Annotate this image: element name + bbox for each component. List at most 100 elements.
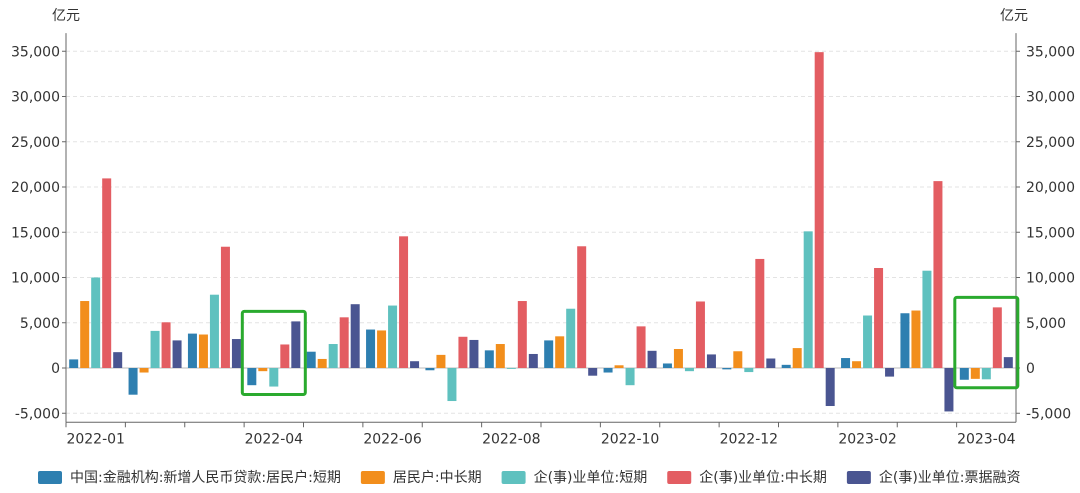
bar	[662, 363, 672, 368]
bar	[922, 270, 932, 368]
legend-item[interactable]: 企(事)业单位:短期	[501, 469, 648, 486]
bar	[317, 358, 327, 368]
y-tick-label-left: 20,000	[11, 180, 60, 196]
y-tick-label-left: 10,000	[11, 271, 60, 287]
highlight-box	[240, 309, 307, 397]
bar	[1003, 357, 1013, 368]
legend-item[interactable]: 企(事)业单位:票据融资	[846, 469, 1021, 486]
bar	[506, 368, 516, 369]
left-axis-unit: 亿元	[52, 8, 80, 24]
bar	[981, 368, 991, 380]
bar	[874, 267, 884, 368]
legend[interactable]: 中国:金融机构:新增人民币贷款:居民户:短期 居民户:中长期 企(事)业单位:短期 企…	[38, 469, 1021, 486]
y-tick-label-left: 30,000	[11, 90, 60, 106]
bar	[458, 336, 468, 368]
bar	[555, 336, 565, 368]
bar	[944, 368, 954, 412]
bar	[841, 358, 851, 368]
bars	[69, 52, 1013, 412]
x-tick-label: 2022-08	[482, 431, 541, 447]
legend-swatch	[501, 471, 526, 484]
x-tick-label: 2023-02	[838, 431, 897, 447]
legend-label: 企(事)业单位:中长期	[699, 469, 827, 486]
bar	[614, 365, 624, 368]
bar	[625, 368, 635, 386]
y-tick-label-right: 15,000	[1026, 225, 1075, 241]
bar	[280, 344, 290, 368]
bar	[291, 321, 301, 368]
bar	[150, 330, 160, 368]
x-tick-label: 2022-10	[601, 431, 660, 447]
x-tick-label: 2022-04	[245, 431, 304, 447]
bar	[911, 310, 921, 368]
bar	[128, 368, 138, 395]
bar	[695, 301, 705, 368]
legend-label: 企(事)业单位:短期	[534, 469, 648, 486]
bar	[684, 368, 694, 372]
legend-swatch	[38, 471, 62, 484]
bar	[863, 315, 873, 368]
bar	[544, 340, 554, 368]
bar	[992, 307, 1002, 368]
bar	[885, 368, 895, 377]
y-tick-label-right: 30,000	[1026, 90, 1075, 106]
bar	[231, 339, 241, 368]
bar	[970, 368, 980, 379]
y-tick-label-left: 5,000	[20, 316, 60, 332]
bar	[959, 368, 969, 380]
bar	[722, 368, 732, 370]
x-tick-label: 2022-06	[363, 431, 422, 447]
y-tick-label-left: 25,000	[11, 135, 60, 151]
bar	[187, 333, 197, 368]
bar	[425, 368, 435, 371]
bar	[247, 368, 257, 386]
bar	[852, 361, 862, 368]
bar	[410, 361, 420, 368]
bar	[269, 368, 279, 387]
legend-label: 中国:金融机构:新增人民币贷款:居民户:短期	[70, 469, 341, 486]
legend-item[interactable]: 中国:金融机构:新增人民币贷款:居民户:短期	[38, 469, 341, 486]
legend-item[interactable]: 居民户:中长期	[360, 469, 482, 486]
bar	[161, 322, 171, 368]
x-tick-label: 2022-12	[720, 431, 779, 447]
bar	[825, 368, 835, 407]
x-tick-label: 2022-01	[66, 431, 125, 447]
y-tick-label-left: 15,000	[11, 225, 60, 241]
bar	[517, 301, 527, 368]
bar	[900, 313, 910, 368]
bar	[673, 348, 683, 368]
bar	[447, 368, 457, 402]
bar	[766, 358, 776, 368]
bar	[80, 301, 90, 368]
bar	[803, 231, 813, 368]
bar	[306, 351, 316, 368]
bar	[706, 354, 716, 368]
y-tick-label-right: 25,000	[1026, 135, 1075, 151]
axes: -5,000 -5,000 0 0 5,000 5,000 10,000 10,000 15,0…	[11, 33, 1075, 447]
y-tick-label-right: 0	[1026, 361, 1035, 377]
bar	[588, 368, 598, 376]
bar	[484, 350, 494, 368]
y-tick-label-right: 35,000	[1026, 44, 1075, 60]
legend-item[interactable]: 企(事)业单位:中长期	[667, 469, 827, 486]
bar	[102, 178, 112, 368]
y-tick-label-right: -5,000	[1026, 406, 1071, 422]
bar	[377, 330, 387, 368]
bar	[781, 364, 791, 368]
bar	[198, 334, 208, 368]
y-tick-label-left: 0	[51, 361, 60, 377]
bar	[495, 344, 505, 368]
legend-label: 居民户:中长期	[393, 469, 482, 486]
gridlines	[66, 50, 1016, 414]
bar	[139, 368, 149, 373]
bar	[258, 368, 268, 372]
bar	[469, 339, 479, 368]
bar	[647, 350, 657, 368]
bar	[91, 277, 101, 368]
legend-swatch	[846, 471, 871, 484]
legend-swatch	[360, 471, 385, 484]
y-tick-label-right: 10,000	[1026, 271, 1075, 287]
bar	[436, 354, 446, 368]
